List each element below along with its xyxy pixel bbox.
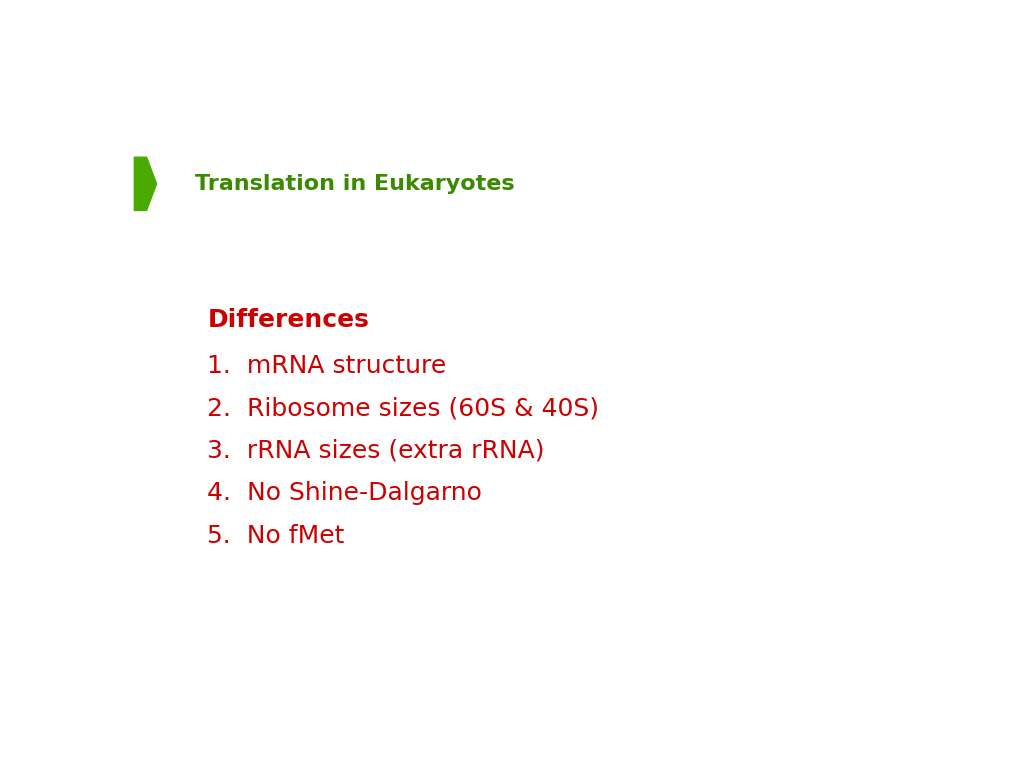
Text: 3.  rRNA sizes (extra rRNA): 3. rRNA sizes (extra rRNA)	[207, 439, 545, 462]
Text: Translation in Eukaryotes: Translation in Eukaryotes	[196, 174, 515, 194]
Text: 5.  No fMet: 5. No fMet	[207, 524, 345, 548]
Text: 2.  Ribosome sizes (60S & 40S): 2. Ribosome sizes (60S & 40S)	[207, 396, 599, 420]
Text: Differences: Differences	[207, 308, 370, 332]
Text: 1.  mRNA structure: 1. mRNA structure	[207, 353, 446, 378]
Text: 4.  No Shine-Dalgarno: 4. No Shine-Dalgarno	[207, 482, 482, 505]
Polygon shape	[134, 157, 157, 210]
